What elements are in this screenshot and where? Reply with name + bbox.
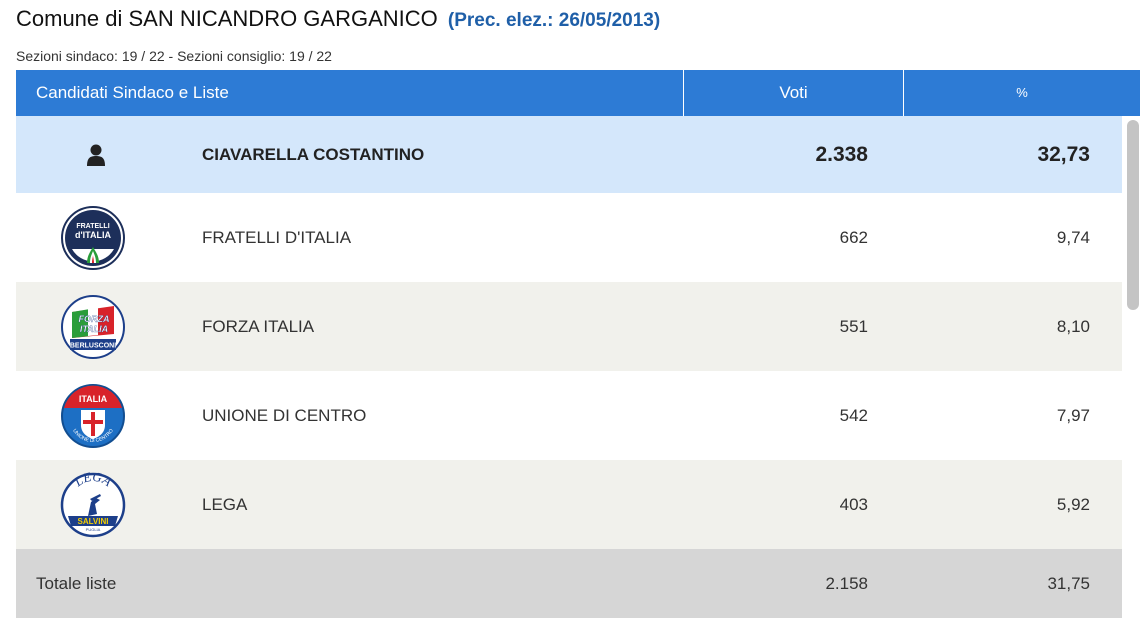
scrollbar-thumb[interactable]: [1127, 120, 1139, 310]
candidate-name: CIAVARELLA COSTANTINO: [202, 144, 425, 164]
logo-text: ITALIA: [80, 324, 108, 334]
list-percent: 7,97: [1056, 405, 1090, 425]
logo-text: d'ITALIA: [75, 230, 111, 240]
sections-counter: Sezioni sindaco: 19 / 22 - Sezioni consi…: [16, 48, 332, 64]
total-votes: 2.158: [825, 573, 868, 593]
list-row[interactable]: LEGA SALVINI PUGLIA LEGA 403 5,92: [16, 460, 1122, 549]
list-votes: 403: [839, 494, 868, 514]
logo-text: BERLUSCONI: [70, 342, 116, 349]
list-percent: 5,92: [1056, 494, 1090, 514]
total-label: Totale liste: [36, 573, 117, 593]
list-percent: 9,74: [1056, 227, 1090, 247]
candidate-votes: 2.338: [815, 142, 868, 166]
candidate-percent: 32,73: [1037, 142, 1090, 166]
logo-text: SALVINI: [78, 517, 109, 526]
total-row: Totale liste 2.158 31,75: [16, 549, 1122, 618]
list-name: UNIONE DI CENTRO: [202, 405, 367, 425]
udc-logo: ITALIA UNIONE DI CENTRO: [61, 383, 125, 448]
person-icon: [87, 144, 105, 166]
list-percent: 8,10: [1056, 316, 1090, 336]
fratelli-ditalia-logo: FRATELLI d'ITALIA: [61, 205, 125, 270]
header-votes: Voti: [683, 70, 903, 116]
previous-election-link[interactable]: (Prec. elez.: 26/05/2013): [447, 10, 661, 31]
results-table-header: Candidati Sindaco e Liste Voti %: [16, 70, 1140, 116]
header-percent: %: [903, 70, 1140, 116]
list-name: FRATELLI D'ITALIA: [202, 227, 352, 247]
list-name: LEGA: [202, 494, 248, 514]
logo-text: FORZA: [79, 314, 110, 324]
list-votes: 542: [839, 405, 868, 425]
lega-logo: LEGA SALVINI PUGLIA: [60, 472, 126, 537]
list-row[interactable]: ITALIA UNIONE DI CENTRO UNIONE DI CENTRO…: [16, 371, 1122, 460]
candidate-row[interactable]: CIAVARELLA COSTANTINO 2.338 32,73: [16, 116, 1122, 193]
list-row[interactable]: FRATELLI d'ITALIA FRATELLI D'ITALIA 662 …: [16, 193, 1122, 282]
page-title: Comune di SAN NICANDRO GARGANICO (Prec. …: [16, 6, 660, 32]
vertical-scrollbar[interactable]: [1126, 116, 1140, 631]
results-table-body: CIAVARELLA COSTANTINO 2.338 32,73 FRATEL…: [16, 116, 1122, 618]
list-votes: 662: [839, 227, 868, 247]
logo-text: PUGLIA: [86, 527, 101, 532]
header-candidates: Candidati Sindaco e Liste: [36, 83, 229, 102]
list-votes: 551: [839, 316, 868, 336]
list-name: FORZA ITALIA: [202, 316, 315, 336]
comune-name: Comune di SAN NICANDRO GARGANICO: [16, 6, 438, 31]
logo-text: FRATELLI: [76, 223, 109, 230]
logo-text: ITALIA: [79, 394, 108, 404]
total-percent: 31,75: [1047, 573, 1090, 593]
forza-italia-logo: FORZA ITALIA BERLUSCONI: [61, 294, 125, 359]
list-row[interactable]: FORZA ITALIA BERLUSCONI FORZA ITALIA 551…: [16, 282, 1122, 371]
